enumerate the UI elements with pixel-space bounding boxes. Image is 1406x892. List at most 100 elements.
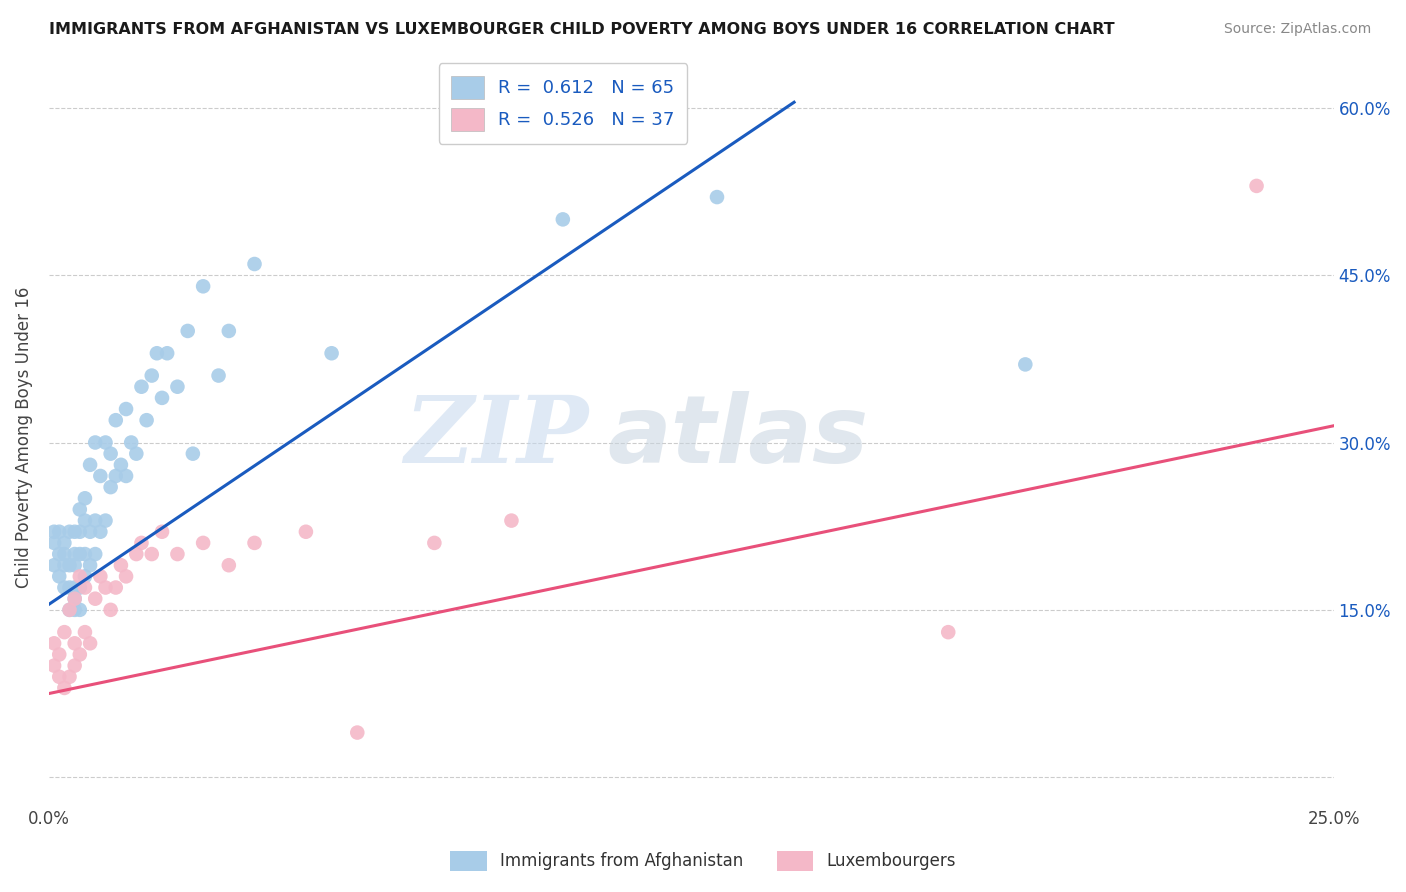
Point xyxy=(48,670,70,684)
Point xyxy=(73,491,96,506)
Point xyxy=(141,368,163,383)
Point xyxy=(166,547,188,561)
Point xyxy=(48,648,70,662)
Point xyxy=(295,524,318,539)
Point xyxy=(63,558,86,573)
Point xyxy=(42,658,65,673)
Text: Source: ZipAtlas.com: Source: ZipAtlas.com xyxy=(1223,22,1371,37)
Point xyxy=(1014,358,1036,372)
Point xyxy=(321,346,343,360)
Point xyxy=(191,536,214,550)
Point xyxy=(69,569,91,583)
Point xyxy=(69,502,91,516)
Point xyxy=(42,558,65,573)
Point xyxy=(48,524,70,539)
Point xyxy=(84,591,107,606)
Point xyxy=(63,547,86,561)
Point xyxy=(115,469,138,483)
Point xyxy=(58,581,80,595)
Point xyxy=(42,536,65,550)
Point xyxy=(207,368,229,383)
Point xyxy=(706,190,728,204)
Point xyxy=(63,524,86,539)
Point xyxy=(53,581,76,595)
Point xyxy=(79,458,101,472)
Point xyxy=(94,514,117,528)
Text: atlas: atlas xyxy=(607,391,869,483)
Text: IMMIGRANTS FROM AFGHANISTAN VS LUXEMBOURGER CHILD POVERTY AMONG BOYS UNDER 16 CO: IMMIGRANTS FROM AFGHANISTAN VS LUXEMBOUR… xyxy=(49,22,1115,37)
Point xyxy=(243,257,266,271)
Point xyxy=(146,346,169,360)
Point xyxy=(110,558,132,573)
Point xyxy=(84,514,107,528)
Point xyxy=(63,603,86,617)
Point xyxy=(53,558,76,573)
Point xyxy=(48,547,70,561)
Point xyxy=(100,603,122,617)
Y-axis label: Child Poverty Among Boys Under 16: Child Poverty Among Boys Under 16 xyxy=(15,286,32,588)
Point xyxy=(73,581,96,595)
Point xyxy=(115,569,138,583)
Point xyxy=(104,581,127,595)
Point xyxy=(58,603,80,617)
Point xyxy=(218,324,240,338)
Point xyxy=(936,625,959,640)
Point xyxy=(69,581,91,595)
Point xyxy=(166,380,188,394)
Point xyxy=(104,469,127,483)
Legend: R =  0.612   N = 65, R =  0.526   N = 37: R = 0.612 N = 65, R = 0.526 N = 37 xyxy=(439,63,688,144)
Point xyxy=(63,636,86,650)
Point xyxy=(89,569,111,583)
Point xyxy=(89,469,111,483)
Point xyxy=(181,447,204,461)
Point xyxy=(53,536,76,550)
Point xyxy=(131,536,153,550)
Point xyxy=(243,536,266,550)
Legend: Immigrants from Afghanistan, Luxembourgers: Immigrants from Afghanistan, Luxembourge… xyxy=(441,842,965,880)
Point xyxy=(501,514,523,528)
Point xyxy=(191,279,214,293)
Point xyxy=(69,648,91,662)
Point xyxy=(63,591,86,606)
Point xyxy=(141,547,163,561)
Point xyxy=(69,547,91,561)
Point xyxy=(115,402,138,417)
Point xyxy=(73,569,96,583)
Point xyxy=(79,636,101,650)
Point xyxy=(79,524,101,539)
Point xyxy=(58,670,80,684)
Point xyxy=(110,458,132,472)
Point xyxy=(53,681,76,695)
Point xyxy=(94,581,117,595)
Point xyxy=(89,524,111,539)
Point xyxy=(100,480,122,494)
Point xyxy=(1246,178,1268,193)
Point xyxy=(69,603,91,617)
Point xyxy=(63,591,86,606)
Point xyxy=(42,524,65,539)
Point xyxy=(53,547,76,561)
Point xyxy=(218,558,240,573)
Point xyxy=(177,324,200,338)
Point xyxy=(58,603,80,617)
Point xyxy=(423,536,446,550)
Point xyxy=(79,558,101,573)
Point xyxy=(125,447,148,461)
Point xyxy=(100,447,122,461)
Point xyxy=(53,625,76,640)
Point xyxy=(69,524,91,539)
Point xyxy=(73,625,96,640)
Point xyxy=(94,435,117,450)
Point xyxy=(63,658,86,673)
Point xyxy=(104,413,127,427)
Point xyxy=(63,581,86,595)
Point xyxy=(125,547,148,561)
Point xyxy=(73,547,96,561)
Point xyxy=(84,547,107,561)
Point xyxy=(58,524,80,539)
Point xyxy=(135,413,157,427)
Text: ZIP: ZIP xyxy=(405,392,589,482)
Point xyxy=(73,514,96,528)
Point xyxy=(150,391,173,405)
Point xyxy=(156,346,179,360)
